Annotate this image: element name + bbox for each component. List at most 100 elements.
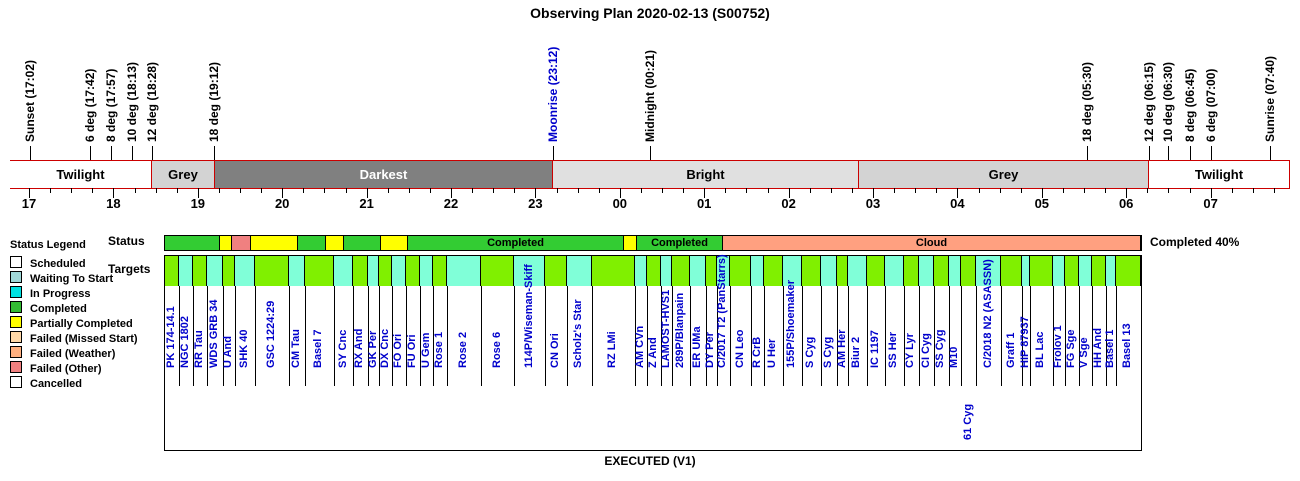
- target-name[interactable]: DY Per: [704, 332, 717, 368]
- target-cell[interactable]: [763, 256, 783, 286]
- target-name[interactable]: SY Cnc: [336, 329, 349, 368]
- target-cell[interactable]: [1079, 256, 1092, 286]
- target-name[interactable]: CY Lyr: [904, 333, 917, 368]
- target-name[interactable]: 114P/Wiseman-Skiff: [522, 264, 535, 368]
- target-cell[interactable]: [1065, 256, 1079, 286]
- target-name[interactable]: Basel 7: [312, 329, 325, 368]
- target-name[interactable]: U Her: [766, 338, 779, 368]
- target-name[interactable]: RX And: [353, 328, 366, 368]
- target-name[interactable]: 61 Cyg: [961, 403, 974, 440]
- target-cell[interactable]: [919, 256, 935, 286]
- target-cell[interactable]: [304, 256, 335, 286]
- target-cell[interactable]: [165, 256, 179, 286]
- target-name[interactable]: S Cyg: [821, 336, 834, 368]
- target-cell[interactable]: [782, 256, 802, 286]
- target-name[interactable]: PK 174-14.1: [164, 306, 177, 368]
- target-name[interactable]: Basel 1: [1104, 329, 1117, 368]
- target-name[interactable]: C/2018 N2 (ASASSN): [981, 259, 994, 368]
- target-cell[interactable]: [207, 256, 223, 286]
- target-cell[interactable]: [591, 256, 635, 286]
- target-cell[interactable]: [1091, 256, 1107, 286]
- target-cell[interactable]: [379, 256, 392, 286]
- target-cell[interactable]: [334, 256, 354, 286]
- target-cell[interactable]: [884, 256, 904, 286]
- target-name[interactable]: C/2017 T2 (PanStarrs): [716, 254, 729, 368]
- target-name[interactable]: GK Per: [366, 330, 379, 368]
- target-cell[interactable]: [837, 256, 848, 286]
- target-name[interactable]: Scholz's Star: [572, 299, 585, 368]
- target-cell[interactable]: [420, 256, 433, 286]
- target-name[interactable]: U Gem: [419, 332, 432, 368]
- target-cell[interactable]: [353, 256, 368, 286]
- target-name[interactable]: U And: [222, 336, 235, 368]
- target-name[interactable]: BL Lac: [1034, 331, 1047, 368]
- target-name[interactable]: HIP 87937: [1018, 316, 1031, 368]
- target-cell[interactable]: [288, 256, 305, 286]
- target-name[interactable]: Rose 2: [456, 331, 469, 368]
- target-cell[interactable]: [1001, 256, 1023, 286]
- target-name[interactable]: Rose 1: [432, 331, 445, 368]
- target-cell[interactable]: [801, 256, 821, 286]
- target-cell[interactable]: [1106, 256, 1116, 286]
- target-cell[interactable]: [255, 256, 289, 286]
- target-cell[interactable]: [1022, 256, 1030, 286]
- target-cell[interactable]: [847, 256, 867, 286]
- target-name[interactable]: HH And: [1091, 328, 1104, 368]
- target-cell[interactable]: [405, 256, 421, 286]
- target-name[interactable]: CN Ori: [549, 333, 562, 368]
- target-cell[interactable]: [961, 256, 977, 286]
- target-cell[interactable]: [647, 256, 661, 286]
- target-name[interactable]: FO Ori: [391, 333, 404, 368]
- target-cell[interactable]: [934, 256, 949, 286]
- target-name[interactable]: ER UMa: [691, 326, 704, 368]
- target-name[interactable]: DX Cnc: [378, 328, 391, 368]
- target-cell[interactable]: [976, 256, 1002, 286]
- target-cell[interactable]: [948, 256, 962, 286]
- target-name[interactable]: Z And: [647, 337, 660, 368]
- target-name[interactable]: Frolov 1: [1052, 325, 1065, 368]
- target-cell[interactable]: [1052, 256, 1066, 286]
- target-cell[interactable]: [866, 256, 885, 286]
- target-cell[interactable]: [672, 256, 691, 286]
- target-name[interactable]: Graff 1: [1004, 332, 1017, 368]
- target-cell[interactable]: [178, 256, 194, 286]
- target-cell[interactable]: [716, 256, 731, 286]
- target-cell[interactable]: [903, 256, 920, 286]
- target-name[interactable]: Rose 6: [490, 331, 503, 368]
- target-cell[interactable]: [222, 256, 236, 286]
- target-name[interactable]: WDS GRB 34: [207, 299, 220, 368]
- target-name[interactable]: AM CVn: [633, 325, 646, 368]
- target-name[interactable]: Biur 2: [850, 336, 863, 368]
- target-cell[interactable]: [634, 256, 648, 286]
- target-cell[interactable]: [513, 256, 546, 286]
- target-cell[interactable]: [660, 256, 673, 286]
- target-name[interactable]: R CrB: [750, 336, 763, 368]
- target-name[interactable]: IC 1197: [868, 330, 881, 368]
- target-cell[interactable]: [1115, 256, 1141, 286]
- target-name[interactable]: 155P/Shoemaker: [785, 279, 798, 368]
- target-name[interactable]: FU Ori: [405, 334, 418, 368]
- target-name[interactable]: CI Cyg: [919, 333, 932, 368]
- target-cell[interactable]: [432, 256, 447, 286]
- target-cell[interactable]: [481, 256, 514, 286]
- target-name[interactable]: SHK 40: [238, 329, 251, 368]
- target-name[interactable]: LAMOST-HVS1: [659, 289, 672, 368]
- target-cell[interactable]: [193, 256, 208, 286]
- target-name[interactable]: V Sge: [1078, 337, 1091, 368]
- target-name[interactable]: SS Her: [887, 331, 900, 368]
- target-cell[interactable]: [730, 256, 752, 286]
- target-cell[interactable]: [567, 256, 592, 286]
- target-name[interactable]: RR Tau: [193, 330, 206, 368]
- target-name[interactable]: RZ LMi: [606, 331, 619, 368]
- target-name[interactable]: AM Her: [835, 329, 848, 368]
- target-name[interactable]: Basel 13: [1121, 323, 1134, 368]
- target-name[interactable]: FG Sge: [1065, 329, 1078, 368]
- target-name[interactable]: SS Cyg: [934, 329, 947, 368]
- target-cell[interactable]: [545, 256, 568, 286]
- target-name[interactable]: 289P/Blanpain: [674, 292, 687, 368]
- target-cell[interactable]: [820, 256, 838, 286]
- target-name[interactable]: M10: [948, 346, 961, 368]
- target-name[interactable]: NGC 1802: [179, 316, 191, 368]
- target-cell[interactable]: [235, 256, 256, 286]
- target-cell[interactable]: [690, 256, 707, 286]
